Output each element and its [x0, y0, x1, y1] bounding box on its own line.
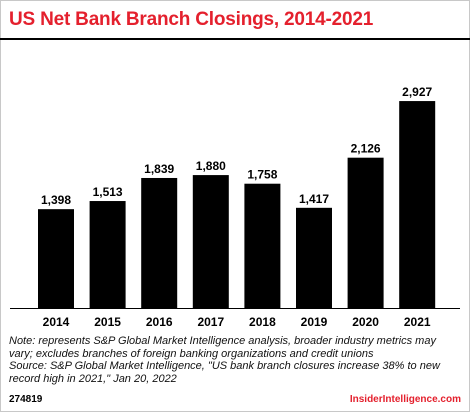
bar-2019	[296, 207, 332, 308]
source-line: record high in 2021," Jan 20, 2022	[9, 372, 177, 385]
title-divider	[0, 38, 470, 40]
data-label: 1,839	[144, 162, 174, 176]
x-tick-label: 2018	[249, 315, 276, 329]
note-line: Note: represents S&P Global Market Intel…	[9, 335, 436, 347]
note-line: vary; excludes branches of foreign banki…	[9, 347, 374, 360]
chart-id: 274819	[9, 394, 43, 405]
chart-title: US Net Bank Branch Closings, 2014-2021	[9, 9, 374, 30]
x-tick-label: 2020	[352, 315, 379, 329]
x-tick-label: 2015	[94, 315, 121, 329]
data-label: 1,880	[196, 159, 226, 173]
x-tick-label: 2017	[197, 315, 224, 329]
bar-2014	[38, 209, 74, 308]
x-tick-label: 2021	[404, 315, 431, 329]
data-label: 1,417	[299, 192, 329, 206]
bar-2020	[347, 157, 384, 308]
data-label: 2,927	[402, 85, 432, 99]
x-tick-label: 2014	[43, 315, 70, 329]
data-label: 1,398	[41, 193, 71, 207]
bar-2016	[141, 177, 178, 308]
brand-logo-text: InsiderIntelligence.com	[349, 394, 461, 405]
x-tick-label: 2016	[146, 315, 173, 329]
source-line: Source: S&P Global Market Intelligence, …	[9, 360, 440, 373]
data-label: 1,758	[247, 168, 277, 182]
bar-2017	[192, 175, 229, 308]
data-label: 1,513	[93, 185, 123, 199]
bar-2021	[399, 101, 436, 308]
bar-2015	[89, 201, 126, 308]
bar-2018	[244, 183, 281, 308]
bar-chart: 1,398 2014 1,513 2015 1,839 2016 1,880 2017 1,75…	[10, 85, 460, 329]
chart-note: Note: represents S&P Global Market Intel…	[9, 335, 461, 385]
x-tick-label: 2019	[301, 315, 328, 329]
data-label: 2,126	[351, 142, 381, 156]
